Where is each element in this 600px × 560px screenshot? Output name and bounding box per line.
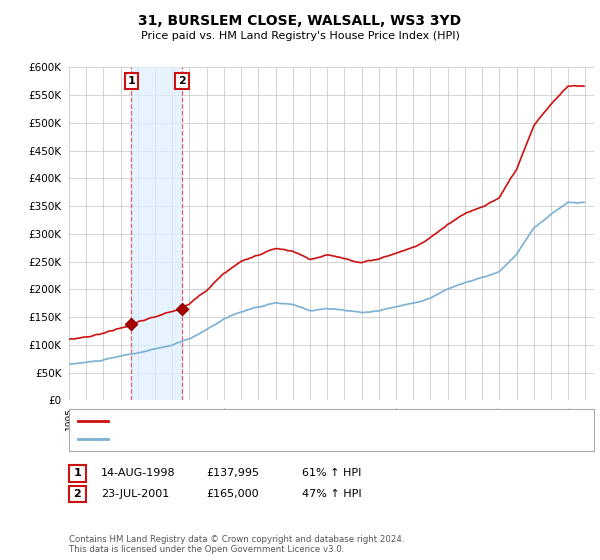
Text: HPI: Average price, detached house, Walsall: HPI: Average price, detached house, Wals… — [114, 434, 344, 444]
Text: Contains HM Land Registry data © Crown copyright and database right 2024.
This d: Contains HM Land Registry data © Crown c… — [69, 535, 404, 554]
Text: 47% ↑ HPI: 47% ↑ HPI — [302, 489, 361, 499]
Text: 31, BURSLEM CLOSE, WALSALL, WS3 3YD (detached house): 31, BURSLEM CLOSE, WALSALL, WS3 3YD (det… — [114, 416, 425, 426]
Text: 2: 2 — [178, 76, 186, 86]
Text: 1: 1 — [127, 76, 135, 86]
Text: £165,000: £165,000 — [206, 489, 259, 499]
Text: 2: 2 — [74, 489, 81, 499]
Bar — [131, 67, 182, 400]
Text: 14-AUG-1998: 14-AUG-1998 — [101, 468, 175, 478]
Text: £137,995: £137,995 — [206, 468, 259, 478]
Text: 61% ↑ HPI: 61% ↑ HPI — [302, 468, 361, 478]
Text: 23-JUL-2001: 23-JUL-2001 — [101, 489, 169, 499]
Text: Price paid vs. HM Land Registry's House Price Index (HPI): Price paid vs. HM Land Registry's House … — [140, 31, 460, 41]
Text: 31, BURSLEM CLOSE, WALSALL, WS3 3YD: 31, BURSLEM CLOSE, WALSALL, WS3 3YD — [139, 14, 461, 28]
Text: 1: 1 — [74, 468, 81, 478]
